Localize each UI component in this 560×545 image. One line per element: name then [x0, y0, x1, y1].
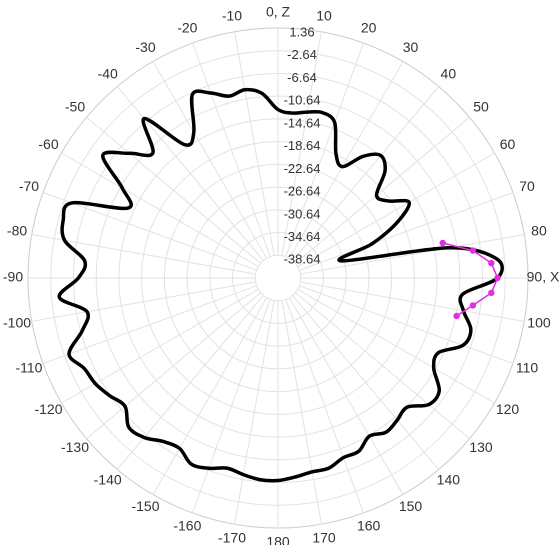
angle-tick-label: 90, X [527, 269, 560, 285]
angle-tick-label: -80 [7, 223, 27, 239]
grid-spoke [285, 42, 364, 257]
radial-tick-label: -10.64 [284, 93, 321, 108]
grid-spoke [86, 116, 261, 264]
grid-spoke [42, 285, 257, 364]
radial-tick-label: -22.64 [284, 161, 321, 176]
highlight-point [488, 259, 495, 267]
angle-tick-label: 160 [357, 518, 381, 534]
grid-spoke [281, 31, 322, 256]
angle-tick-label: -120 [34, 401, 62, 417]
grid-spoke [31, 234, 256, 275]
angle-tick-label: 180 [266, 534, 290, 545]
angle-tick-label: 20 [361, 20, 377, 36]
series-line [57, 87, 505, 483]
grid-spoke [297, 288, 495, 404]
highlight-point [494, 274, 501, 282]
highlight-point [453, 312, 460, 320]
angle-tick-label: 150 [399, 498, 423, 514]
grid-spoke [31, 281, 256, 322]
radial-tick-label: 1.36 [289, 24, 314, 39]
grid-spoke [292, 295, 440, 470]
radial-tick-label: -18.64 [284, 138, 321, 153]
grid-spoke [192, 42, 271, 257]
angle-tick-label: -150 [131, 498, 159, 514]
grid-spoke [299, 285, 514, 364]
angle-tick-label: -140 [94, 472, 122, 488]
grid-spoke [297, 152, 495, 268]
grid-spoke [116, 86, 264, 261]
grid-spoke [300, 281, 525, 322]
angle-tick-label: -160 [173, 518, 201, 534]
angle-tick-label: -170 [218, 530, 246, 545]
angle-tick-label: -60 [38, 136, 58, 152]
grid-spoke [192, 299, 271, 514]
radial-tick-labels: 1.36 -2.64 -6.64 -10.64 -14.64 -18.64 -22.64 -2… [284, 24, 321, 266]
angle-tick-label: 40 [441, 66, 457, 82]
grid-spoke [295, 116, 470, 264]
grid-spoke [152, 61, 268, 259]
grid-spoke [116, 295, 264, 470]
angle-tick-label: -40 [98, 66, 118, 82]
angle-tick-label: -70 [19, 178, 39, 194]
polar-grid [27, 27, 529, 529]
angle-tick-label: 0, Z [266, 4, 291, 20]
angle-tick-label: -90 [3, 269, 23, 285]
series-layer [57, 87, 505, 483]
grid-spoke [288, 297, 404, 495]
radial-tick-label: -14.64 [284, 115, 321, 130]
grid-spoke [285, 299, 364, 514]
grid-spoke [86, 292, 261, 440]
grid-spoke [61, 152, 259, 268]
angle-tick-label: -50 [65, 98, 85, 114]
angle-tick-label: 80 [531, 223, 547, 239]
grid-spoke [300, 234, 525, 275]
angle-tick-labels: 0, Z 10 20 30 40 50 60 70 80 90, X 100 110 120 130 140… [3, 4, 560, 545]
angle-tick-label: 30 [403, 39, 419, 55]
highlight-point [469, 302, 477, 309]
angle-tick-label: 10 [316, 8, 332, 24]
angle-tick-label: 60 [500, 136, 516, 152]
radial-tick-label: -38.64 [284, 252, 321, 267]
angle-tick-label: -30 [135, 39, 155, 55]
angle-tick-label: 100 [527, 315, 551, 331]
radial-tick-label: -2.64 [287, 47, 317, 62]
grid-spoke [234, 31, 275, 256]
radial-tick-label: -26.64 [284, 184, 321, 199]
angle-tick-label: 70 [519, 178, 535, 194]
angle-tick-label: 170 [312, 530, 336, 545]
highlight-point [488, 289, 495, 297]
radial-tick-label: -6.64 [287, 70, 317, 85]
angle-tick-label: -130 [61, 439, 89, 455]
grid-spoke [281, 300, 322, 525]
highlight-point [439, 239, 446, 247]
grid-spoke [295, 292, 470, 440]
angle-tick-label: -10 [222, 8, 242, 24]
grid-spoke [234, 300, 275, 525]
grid-spoke [152, 297, 268, 495]
angle-tick-label: -20 [177, 20, 197, 36]
radial-tick-label: -30.64 [284, 206, 321, 221]
grid-spoke [42, 192, 257, 271]
grid-spoke [292, 86, 440, 261]
grid-spoke [299, 192, 514, 271]
angle-tick-label: -100 [3, 315, 31, 331]
angle-tick-label: 140 [437, 472, 461, 488]
angle-tick-label: 110 [516, 359, 539, 375]
grid-spoke [288, 61, 404, 259]
angle-tick-label: 130 [469, 439, 493, 455]
angle-tick-label: 50 [473, 98, 489, 114]
radial-tick-label: -34.64 [284, 229, 321, 244]
angle-tick-label: -110 [15, 359, 42, 375]
highlight-point [469, 247, 477, 254]
angle-tick-label: 120 [496, 401, 520, 417]
